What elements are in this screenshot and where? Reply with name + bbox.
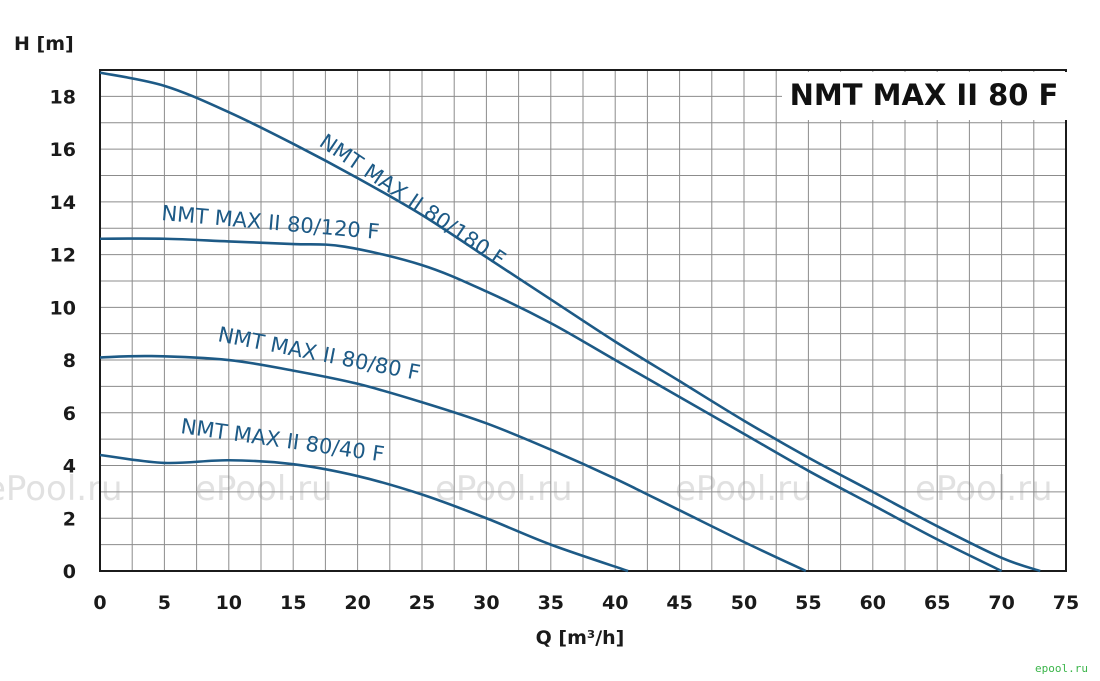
y-axis-label: H [m] (14, 33, 74, 55)
x-tick-labels: 0 5 10 15 20 25 30 35 40 45 50 55 60 65 70 75 (93, 592, 1079, 614)
x-tick-label: 65 (924, 592, 950, 614)
x-axis-label: Q [m³/h] (536, 627, 625, 649)
y-tick-label: 2 (63, 508, 76, 530)
plot-border (99, 69, 1067, 572)
watermark-text: ePool.ru (195, 469, 333, 509)
y-tick-label: 10 (50, 297, 76, 319)
x-tick-label: 30 (473, 592, 499, 614)
x-tick-label: 20 (344, 592, 370, 614)
y-tick-label: 14 (50, 192, 76, 214)
y-tick-label: 8 (63, 350, 76, 372)
x-tick-label: 35 (538, 592, 564, 614)
y-tick-label: 0 (63, 561, 76, 583)
plot-frame (99, 69, 1067, 572)
curve-label-80-180: NMT MAX II 80/180 F (315, 129, 510, 271)
x-tick-label: 60 (860, 592, 886, 614)
y-tick-label: 6 (63, 403, 76, 425)
x-tick-label: 45 (666, 592, 692, 614)
x-tick-label: 0 (93, 592, 106, 614)
curve-80-180 (99, 71, 1041, 573)
curve-80-40 (99, 453, 629, 573)
x-tick-label: 40 (602, 592, 628, 614)
curve-label-80-120: NMT MAX II 80/120 F (161, 201, 381, 244)
x-tick-label: 15 (280, 592, 306, 614)
y-tick-label: 16 (50, 139, 76, 161)
watermark-text: ePool.ru (435, 469, 573, 509)
x-tick-label: 10 (216, 592, 242, 614)
curve-label-80-40: NMT MAX II 80/40 F (179, 414, 386, 466)
x-tick-label: 75 (1053, 592, 1079, 614)
x-tick-label: 55 (795, 592, 821, 614)
x-tick-label: 25 (409, 592, 435, 614)
curve-80-80 (99, 354, 807, 573)
chart-title-box: NMT MAX II 80 F (782, 72, 1068, 120)
y-tick-label: 4 (63, 456, 76, 478)
footer-logo: epool.ru (1035, 662, 1088, 675)
curve-80-120 (99, 237, 1003, 573)
y-tick-label: 18 (50, 86, 76, 108)
y-tick-label: 12 (50, 245, 76, 267)
watermark-text: ePool.ru (0, 469, 123, 509)
x-tick-label: 5 (158, 592, 171, 614)
y-tick-labels: 0 2 4 6 8 10 12 14 16 18 (50, 86, 76, 583)
x-tick-label: 70 (988, 592, 1014, 614)
curve-layer (99, 71, 1041, 573)
x-tick-label: 50 (731, 592, 757, 614)
watermark-text: ePool.ru (915, 469, 1053, 509)
chart-title: NMT MAX II 80 F (790, 78, 1059, 112)
